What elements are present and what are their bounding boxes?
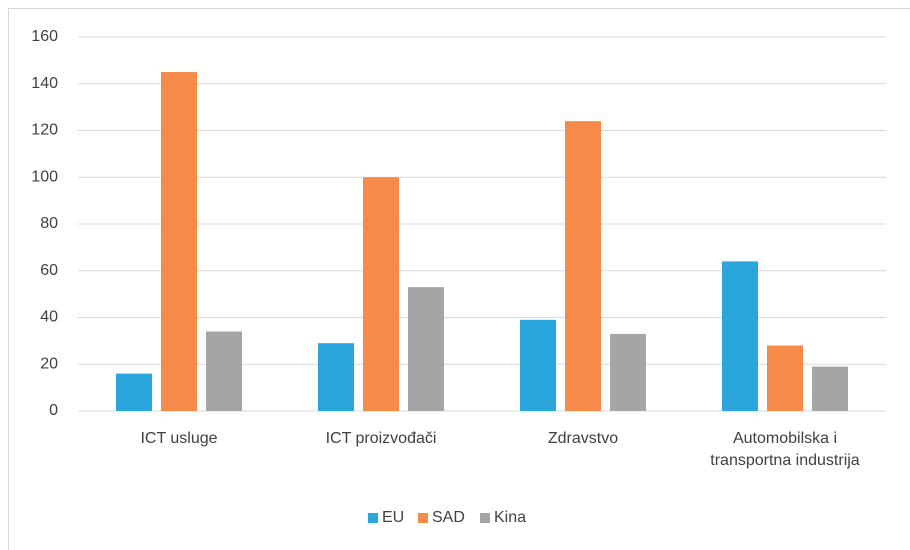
y-tick-label: 20 — [40, 355, 58, 372]
chart-border — [8, 8, 910, 550]
y-tick-label: 80 — [40, 215, 58, 232]
y-tick-label: 140 — [31, 75, 58, 92]
legend-label: Kina — [494, 509, 526, 526]
x-tick-label: ICT usluge — [140, 430, 218, 447]
legend-label: EU — [382, 509, 404, 526]
bar — [722, 261, 758, 411]
bar — [161, 72, 197, 411]
y-tick-label: 100 — [31, 168, 58, 185]
legend-swatch — [480, 513, 490, 523]
legend-swatch — [418, 513, 428, 523]
bar — [520, 319, 556, 411]
bar — [363, 177, 399, 411]
y-tick-label: 120 — [31, 122, 58, 139]
x-tick-label: Zdravstvo — [547, 430, 619, 447]
bar — [812, 366, 848, 411]
bar — [318, 343, 354, 411]
bar — [767, 345, 803, 411]
bar — [206, 331, 242, 411]
bar — [408, 287, 444, 411]
legend-label: SAD — [432, 509, 465, 526]
y-tick-label: 60 — [40, 262, 58, 279]
x-tick-label: Automobilska i transportna industrija — [710, 430, 860, 469]
y-tick-label: 160 — [31, 28, 58, 45]
x-tick-label: ICT proizvođači — [325, 430, 437, 447]
y-tick-label: 0 — [49, 402, 58, 419]
bar — [116, 373, 152, 411]
bar — [565, 121, 601, 412]
y-tick-label: 40 — [40, 309, 58, 326]
legend-swatch — [368, 513, 378, 523]
bar — [610, 333, 646, 411]
